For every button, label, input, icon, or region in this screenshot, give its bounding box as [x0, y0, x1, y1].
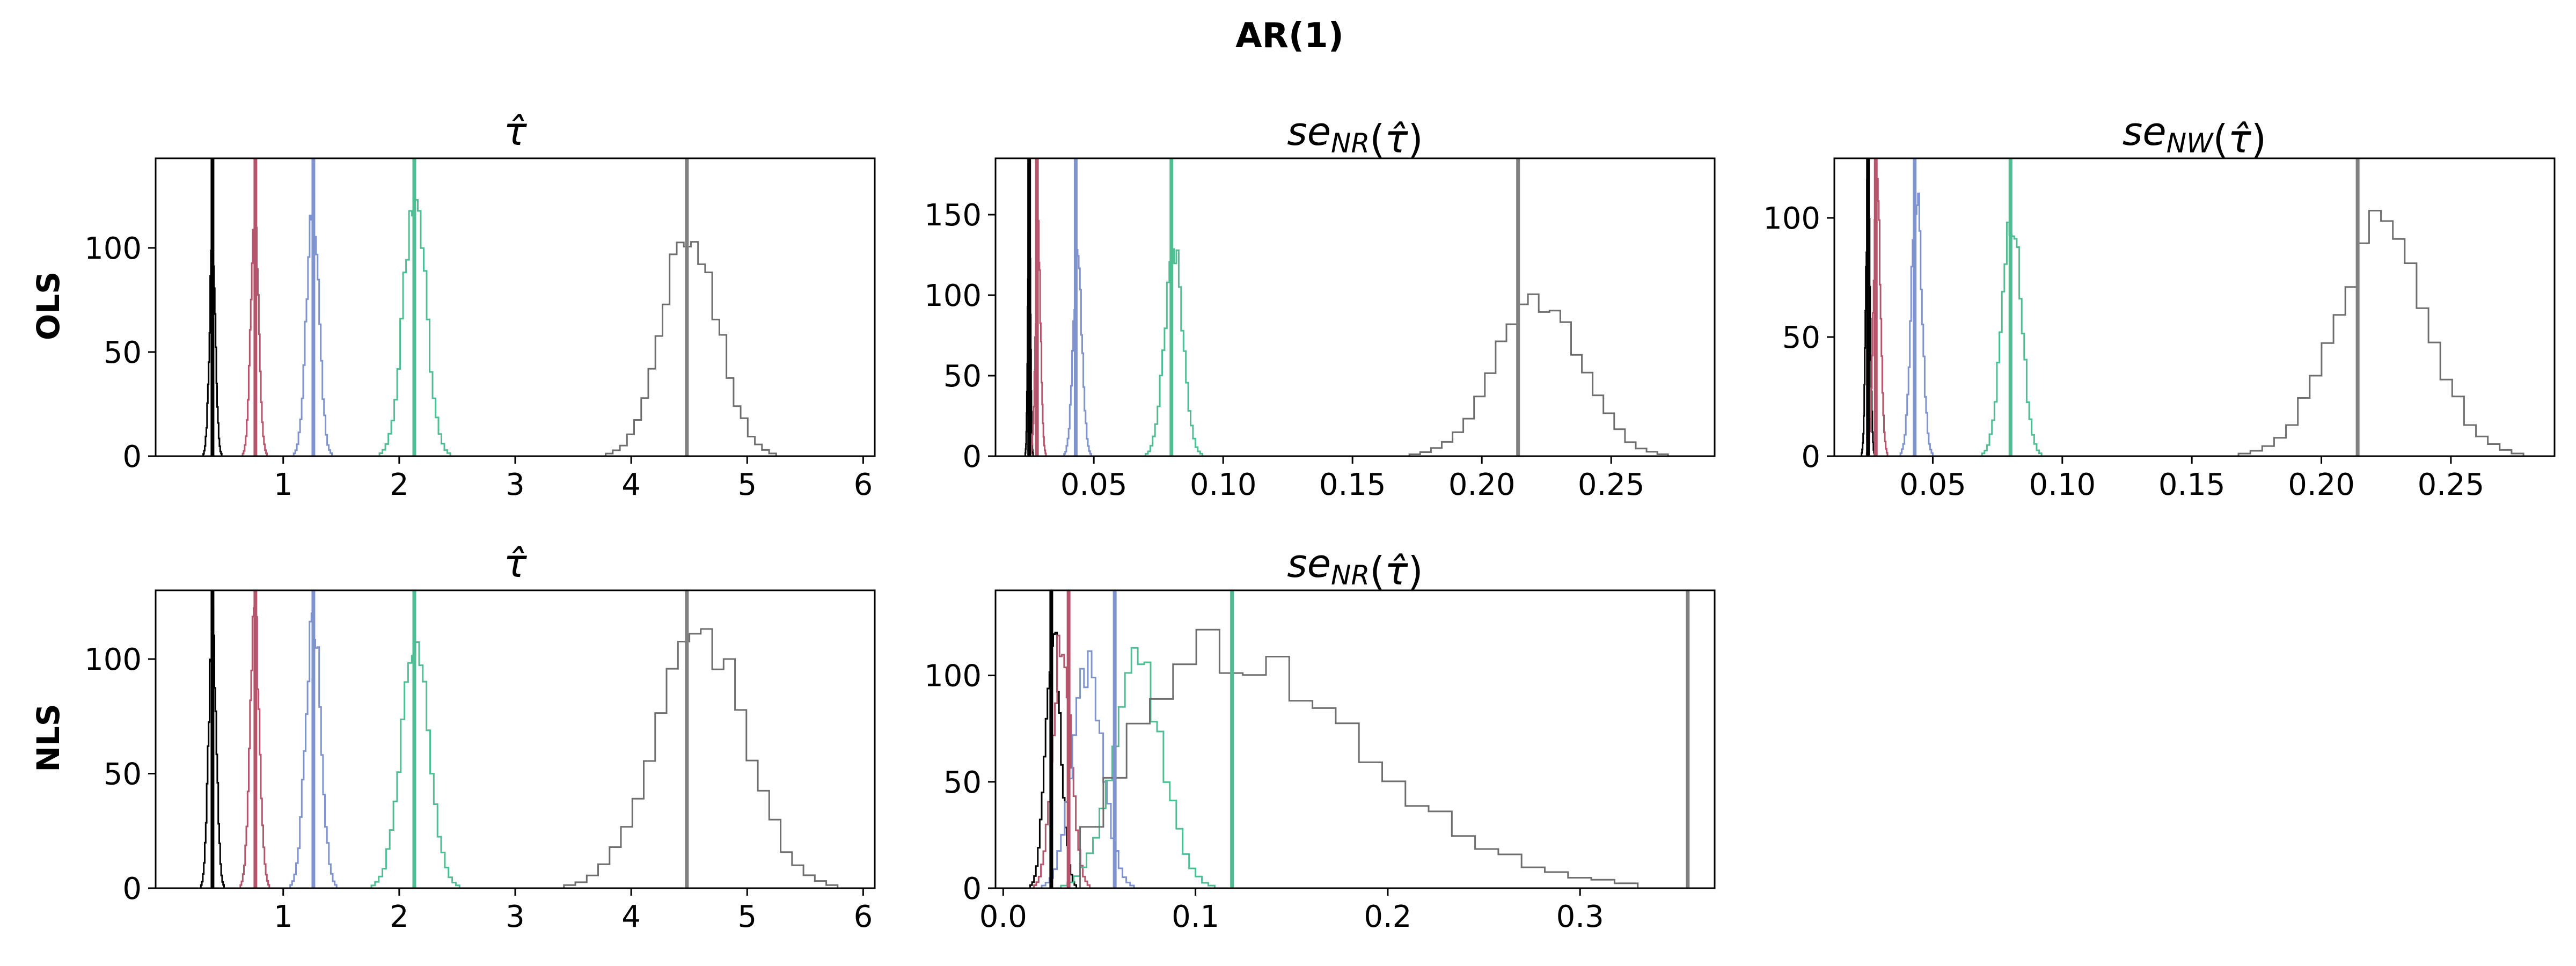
ols_se_nr-plot-area	[1024, 158, 1669, 456]
ols_se_nr-histogram-green	[1145, 248, 1204, 456]
nls_tau-histogram-gray	[563, 628, 839, 888]
ols_se_nw-axes-frame	[1833, 157, 2556, 457]
row-label-ols: OLS	[30, 272, 67, 340]
ols_tau-axes-frame	[155, 157, 876, 457]
nls_tau-title: τ̂	[503, 541, 527, 586]
ols_tau-xtick-label: 1	[274, 467, 293, 502]
ols_tau-panel: 1 2 3 4 5 6 0 50 100 τ̂	[84, 109, 876, 502]
ols_se_nr-xtick-label: 0.25	[1578, 467, 1645, 502]
ols_tau-ytick-label: 0	[122, 440, 142, 474]
nls_se_nr-xtick-label: 0.2	[1364, 899, 1411, 934]
ols_tau-xtick-label: 2	[390, 467, 409, 502]
nls_se_nr-xtick-label: 0.0	[979, 899, 1027, 934]
nls_tau-plot-area	[200, 590, 839, 888]
nls_se_nr-ytick-label: 100	[924, 659, 982, 694]
nls_tau-panel: 1 2 3 4 5 6 0 50 100 τ̂	[84, 541, 876, 934]
nls_tau-ytick-label: 0	[122, 872, 142, 906]
ols_se_nr-histogram-blue	[1063, 249, 1092, 456]
ols_tau-xtick-label: 4	[621, 467, 641, 502]
ols_tau-title: τ̂	[503, 109, 527, 154]
suptitle: AR(1)	[1235, 16, 1344, 56]
ols_tau-ytick-label: 50	[104, 335, 142, 370]
nls_tau-xtick-label: 6	[854, 899, 873, 934]
ols_tau-xtick-label: 3	[506, 467, 525, 502]
ols_se_nw-xtick-label: 0.15	[2158, 467, 2226, 502]
nls_se_nr-histogram-green	[1060, 647, 1216, 888]
ols_se_nr-ytick-label: 0	[962, 440, 982, 474]
ols_se_nr-title: seNR(τ̂)	[1287, 109, 1423, 162]
ols_se_nr-xtick-label: 0.15	[1319, 467, 1386, 502]
ols_tau-xtick-label: 6	[854, 467, 873, 502]
nls_se_nr-ytick-label: 50	[943, 765, 982, 800]
ols_se_nr-ytick-label: 50	[943, 359, 982, 394]
nls_se_nr-histogram-gray	[1079, 628, 1639, 888]
nls_se_nr-panel: 0.0 0.1 0.2 0.3 0 50 100 seNR(τ̂)	[924, 541, 1716, 934]
ols_se_nr-xtick-label: 0.10	[1190, 467, 1257, 502]
ols_se_nw-panel: 0.05 0.10 0.15 0.20 0.25 0 50 100 seNW(τ̂)	[1763, 109, 2556, 502]
nls_tau-ytick-label: 100	[84, 642, 142, 677]
ols_se_nw-histogram-gray	[2237, 210, 2524, 456]
ols_se_nr-axes-frame	[994, 157, 1716, 457]
nls_se_nr-histogram-red	[1033, 634, 1091, 888]
nls_tau-xtick-label: 3	[506, 899, 525, 934]
nls_tau-xtick-label: 1	[274, 899, 293, 934]
ols_se_nr-xtick-label: 0.05	[1060, 467, 1128, 502]
ols_se_nr-ytick-label: 150	[924, 198, 982, 233]
nls_se_nr-plot-area	[1029, 590, 1690, 888]
ols_se_nr-panel: 0.05 0.10 0.15 0.20 0.25 0 50 100 150 seNR(τ̂)	[924, 109, 1716, 502]
nls_se_nr-xtick-label: 0.3	[1556, 899, 1604, 934]
nls_tau-xtick-label: 2	[390, 899, 409, 934]
ols_tau-xtick-label: 5	[737, 467, 757, 502]
ols_tau-ytick-label: 100	[84, 231, 142, 266]
nls_tau-xtick-label: 4	[621, 899, 641, 934]
nls_se_nr-histogram-blue	[1041, 650, 1135, 888]
ols_se_nw-ytick-label: 50	[1782, 320, 1820, 355]
ols_se_nw-xtick-label: 0.10	[2029, 467, 2096, 502]
ols_se_nw-ytick-label: 0	[1801, 440, 1820, 474]
nls_se_nr-axes-frame	[994, 589, 1716, 889]
ols_tau-histogram-gray	[605, 241, 777, 456]
nls_tau-ytick-label: 50	[104, 757, 142, 792]
ols_se_nw-title: seNW(τ̂)	[2123, 109, 2266, 162]
nls_tau-xtick-label: 5	[737, 899, 757, 934]
nls_se_nr-ytick-label: 0	[962, 872, 982, 906]
ols_se_nw-xtick-label: 0.05	[1899, 467, 1966, 502]
ols_se_nw-plot-area	[1861, 158, 2524, 456]
ols_se_nw-histogram-blue	[1899, 192, 1934, 456]
ols_se_nr-xtick-label: 0.20	[1448, 467, 1516, 502]
ols_se_nr-ytick-label: 100	[924, 279, 982, 313]
ols_se_nr-histogram-gray	[1408, 293, 1669, 456]
ols_se_nw-xtick-label: 0.25	[2418, 467, 2485, 502]
row-label-nls: NLS	[30, 704, 67, 772]
nls_se_nr-title: seNR(τ̂)	[1287, 541, 1423, 594]
nls_se_nr-xtick-label: 0.1	[1172, 899, 1219, 934]
ols_se_nw-ytick-label: 100	[1763, 201, 1820, 236]
ols_se_nw-xtick-label: 0.20	[2288, 467, 2355, 502]
ols_tau-plot-area	[202, 158, 777, 456]
